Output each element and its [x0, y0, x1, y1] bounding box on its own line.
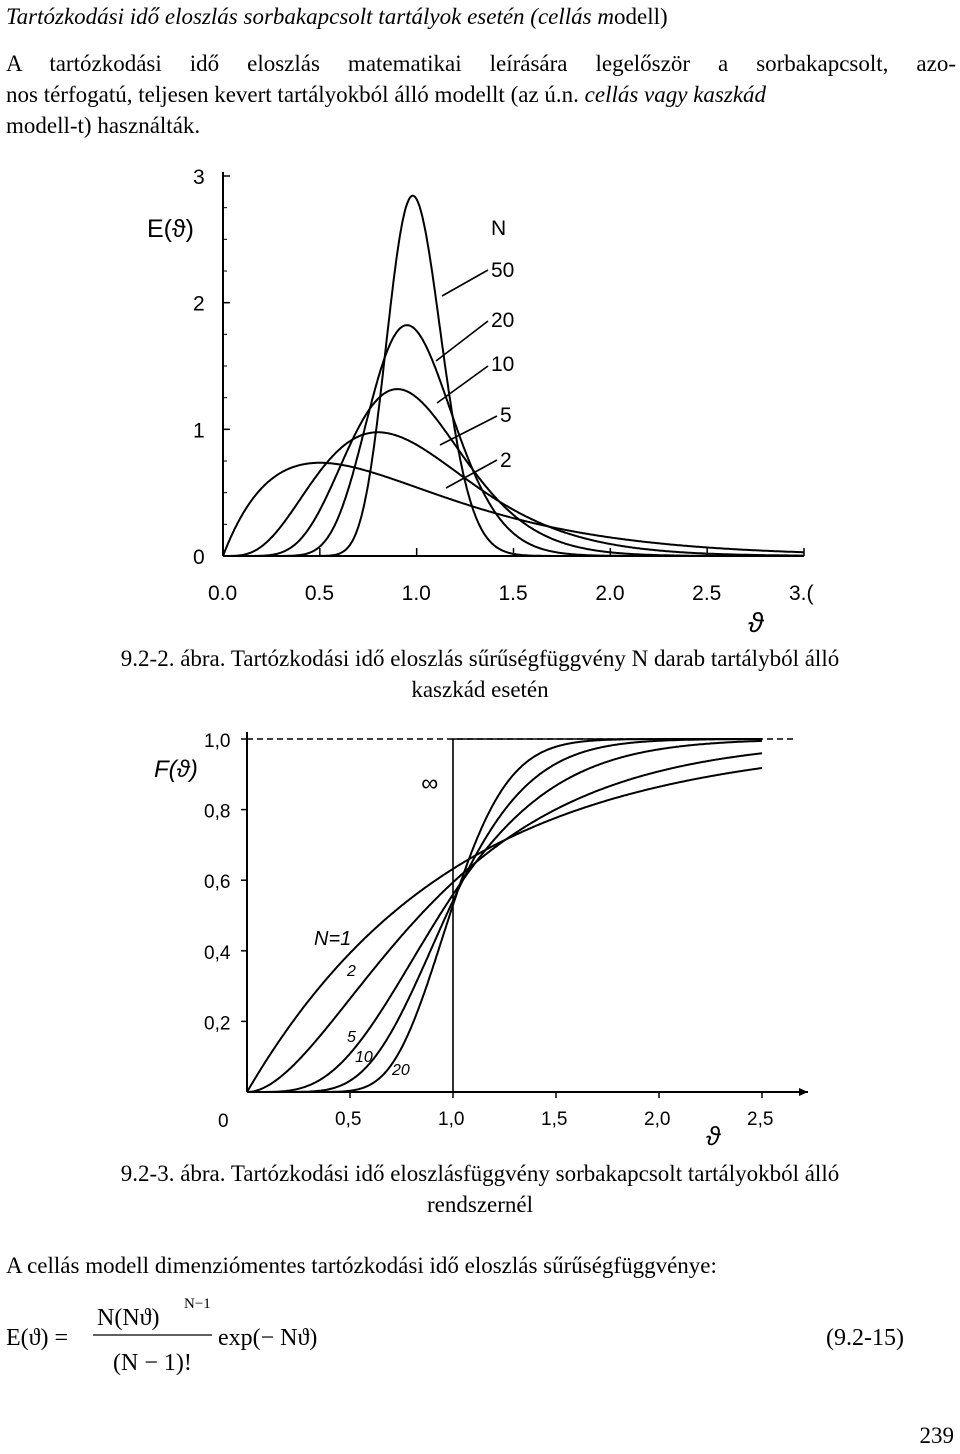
intro-line-2-italic: cellás vagy kaszkád	[584, 82, 767, 107]
fig1-curve-n5	[223, 431, 804, 557]
fig1-y-tick-label: 3	[193, 166, 205, 189]
fig2-y-tick-label: 0,6	[204, 872, 230, 893]
fig2-curves	[246, 738, 763, 1093]
fig2-y-tick-label: 0,4	[204, 943, 231, 964]
fig1-y-tick-label: 2	[193, 293, 205, 316]
figure2-caption-line-2: rendszernél	[427, 1192, 533, 1217]
fig1-legend-title: N	[491, 217, 506, 240]
figure2-caption: 9.2-3. ábra. Tartózkodási idő eloszlásfü…	[0, 1158, 960, 1220]
fig1-x-tick-label: 3.(	[789, 582, 814, 605]
fig2-x-axis-label: ϑ	[706, 1121, 721, 1151]
fig1-legend-n5: 5	[500, 404, 512, 427]
fig2-y-tick-label: 1,0	[204, 731, 230, 752]
fig1-leader-n10	[436, 365, 489, 404]
fig2-curve-n20	[247, 738, 762, 1093]
fig1-legend-n10: 10	[491, 353, 514, 376]
fig2-origin-label: 0	[218, 1111, 229, 1132]
fig2-label-n20: 20	[391, 1062, 410, 1079]
section-heading-normal: odell)	[613, 4, 668, 29]
fig1-curve-n10	[223, 388, 804, 557]
fig1-curve-n2	[222, 461, 804, 557]
equation-9-2-15: E(ϑ) = N(Nϑ) N−1 (N − 1)! exp(− Nϑ) (9.2…	[6, 1296, 904, 1376]
fig1-x-tick-label: 2.5	[692, 582, 721, 605]
fig1-y-axis-label: E(ϑ)	[147, 215, 194, 243]
fig1-legend-n20: 20	[491, 309, 514, 332]
fig1-x-tick-label: 0.5	[305, 582, 334, 605]
fig2-x-tick-label: 2,0	[644, 1109, 670, 1130]
equation-number: (9.2-15)	[826, 1325, 904, 1351]
intro-line-2-text: nos térfogatú, teljesen kevert tartályok…	[6, 82, 585, 107]
fig1-leader-n2	[445, 459, 498, 489]
fig1-legend-n2: 2	[500, 449, 512, 472]
figure1-caption-line-1: 9.2-2. ábra. Tartózkodási idő eloszlás s…	[120, 646, 840, 671]
fig1-leader-n50	[441, 269, 489, 297]
fig1-leader-n20	[435, 320, 489, 362]
fig2-curve-n5	[247, 739, 762, 1093]
fig2-x-tick-label: 1,5	[541, 1109, 567, 1130]
fig1-y-tick-label: 1	[193, 419, 205, 442]
intro-line-2: nos térfogatú, teljesen kevert tartályok…	[6, 79, 956, 110]
fig1-x-axis-label: ϑ	[748, 607, 765, 638]
fig2-y-axis-label: F(ϑ)	[154, 756, 198, 783]
intro-line-1: A tartózkodási idő eloszlás matematikai …	[6, 51, 956, 76]
fig1-curves	[222, 194, 804, 557]
fig2-curve-n2	[247, 752, 763, 1093]
fig1-x-tick-label: 1.0	[402, 582, 431, 605]
figure-density-chart: E(ϑ) ϑ N 0 1 2 3 0.0 0.5 1.0 1.5 2.0 2.5 3.( 50 20 10…	[147, 166, 814, 638]
equation-numerator: N(Nϑ)	[97, 1305, 160, 1331]
fig1-x-tick-label: 0.0	[208, 582, 237, 605]
fig1-x-tick-label: 2.0	[595, 582, 624, 605]
fig2-label-n5: 5	[347, 1029, 356, 1046]
intro-paragraph: A tartózkodási idő eloszlás matematikai …	[6, 48, 956, 141]
fig1-y-tick-label: 0	[193, 546, 205, 569]
fig2-curve-n10	[247, 738, 762, 1093]
equation-exponent: N−1	[184, 1296, 211, 1312]
fig2-label-n2: 2	[346, 963, 356, 980]
equation-denominator: (N − 1)!	[113, 1350, 192, 1376]
fig2-x-tick-label: 0,5	[335, 1109, 361, 1130]
figure2-caption-line-1: 9.2-3. ábra. Tartózkodási idő eloszlásfü…	[120, 1161, 840, 1186]
figure1-caption-line-2: kaszkád esetén	[411, 677, 549, 702]
section-heading-italic: Tartózkodási idő eloszlás sorbakapcsolt …	[6, 4, 614, 29]
fig2-label-n10: 10	[355, 1049, 373, 1066]
equation-factor: exp(− Nϑ)	[218, 1325, 317, 1351]
page-number: 239	[919, 1423, 955, 1448]
fig1-legend-n50: 50	[491, 259, 514, 282]
fig2-y-tick-label: 0,2	[204, 1013, 230, 1034]
fig2-curve-ninf	[247, 738, 762, 1093]
density-intro-text: A cellás modell dimenziómentes tartózkod…	[6, 1253, 717, 1278]
section-heading: Tartózkodási idő eloszlás sorbakapcsolt …	[6, 4, 668, 30]
fig1-leader-n5	[439, 415, 498, 446]
fig2-label-ninf: ∞	[421, 770, 438, 797]
fig1-x-tick-label: 1.5	[499, 582, 528, 605]
figure-cumulative-chart: F(ϑ) ϑ 0,2 0,4 0,6 0,8 1,0 0 0,5 1,0 1,5 2,0 2,5 N=…	[154, 731, 808, 1151]
fig2-x-tick-label: 1,0	[438, 1109, 464, 1130]
equation-lhs: E(ϑ) =	[6, 1325, 68, 1351]
fig1-labels: E(ϑ) ϑ N 0 1 2 3 0.0 0.5 1.0 1.5 2.0 2.5 3.( 50 20 10…	[147, 166, 814, 638]
fig2-y-tick-label: 0,8	[204, 802, 230, 823]
figure1-caption: 9.2-2. ábra. Tartózkodási idő eloszlás s…	[0, 643, 960, 705]
intro-line-3: modell-t) használták.	[6, 113, 201, 138]
fig2-x-tick-label: 2,5	[747, 1109, 773, 1130]
fig2-label-n1: N=1	[314, 928, 351, 950]
fig2-labels: F(ϑ) ϑ 0,2 0,4 0,6 0,8 1,0 0 0,5 1,0 1,5 2,0 2,5 N=…	[154, 731, 773, 1151]
fig2-x-axis-arrow	[799, 1088, 808, 1096]
